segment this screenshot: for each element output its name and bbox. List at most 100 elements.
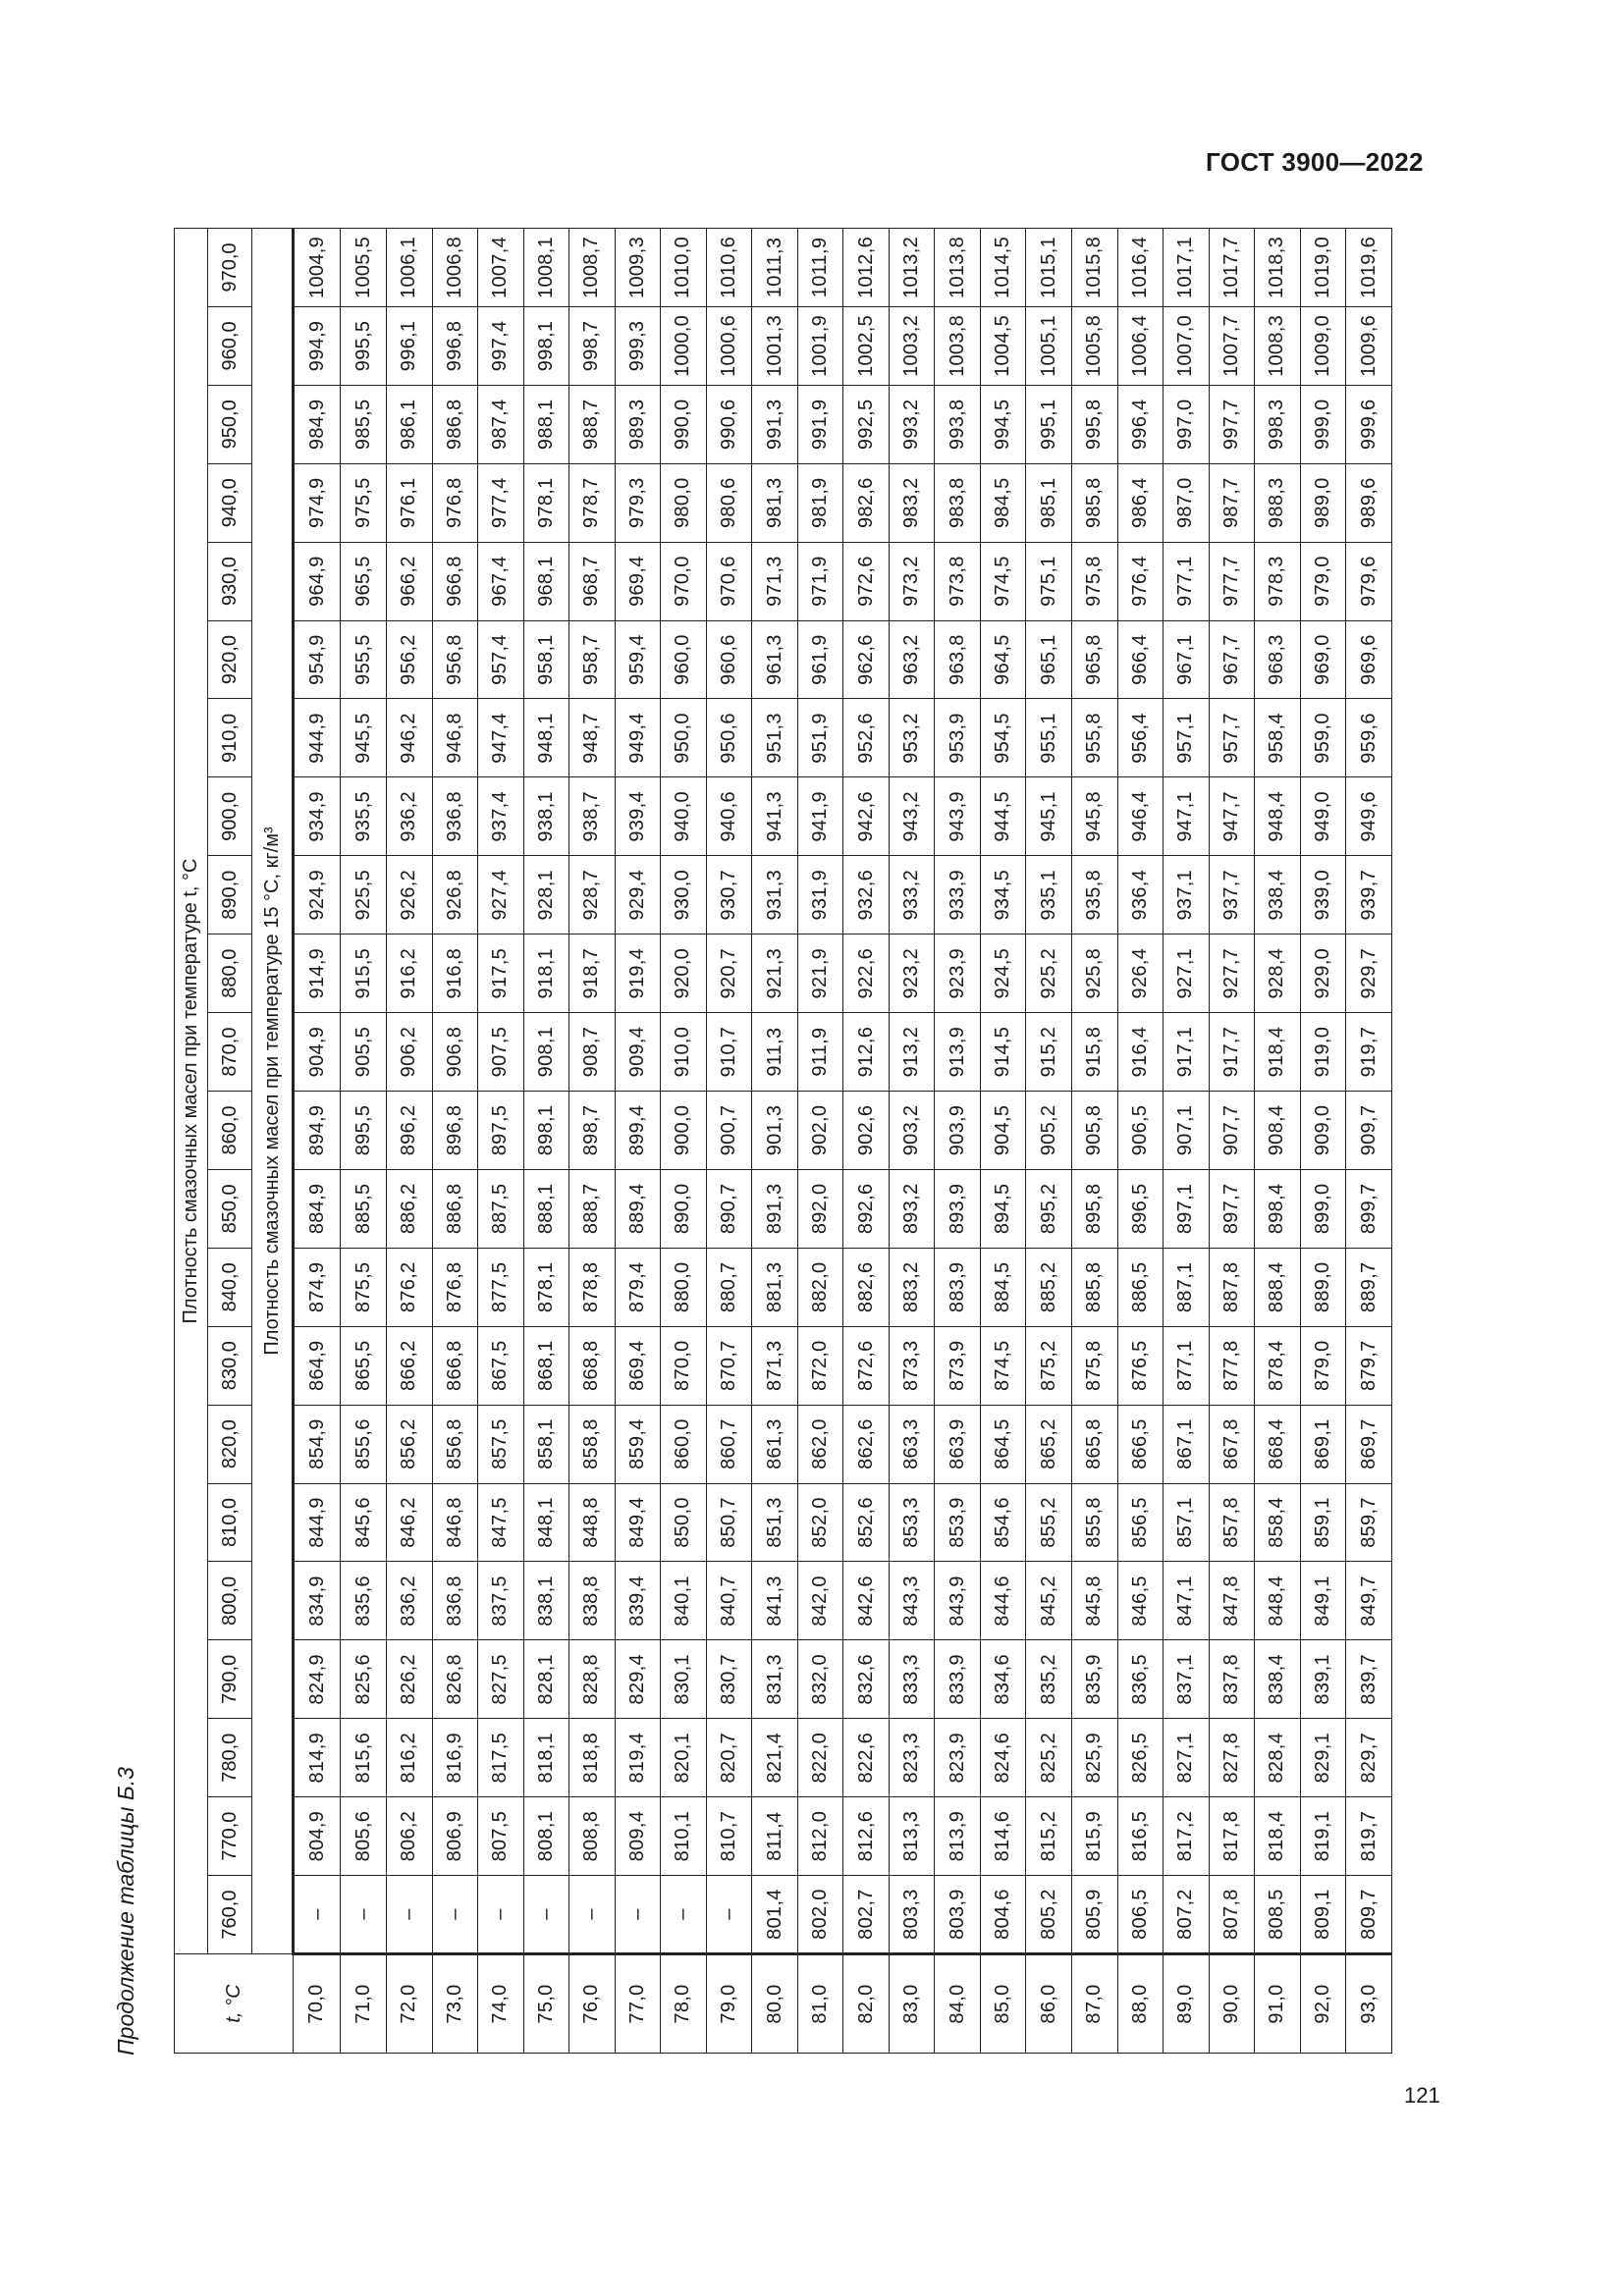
density-cell: 897,1 <box>1163 1169 1210 1249</box>
density-cell: 970,0 <box>660 542 707 621</box>
density-cell: 808,8 <box>568 1796 616 1876</box>
density-cell: 934,5 <box>980 855 1026 934</box>
density-cell: 945,8 <box>1071 776 1117 856</box>
density-cell: 886,8 <box>432 1169 478 1249</box>
density-cell: 984,5 <box>980 463 1026 543</box>
density-cell: 982,6 <box>842 463 890 543</box>
column-header: 760,0 <box>207 1875 252 1954</box>
density-cell: 837,5 <box>477 1561 524 1640</box>
density-cell: 1000,6 <box>706 306 752 386</box>
density-cell: 958,7 <box>568 620 616 699</box>
density-cell: 874,9 <box>293 1248 341 1327</box>
density-cell: 838,1 <box>523 1561 569 1640</box>
density-cell: 895,8 <box>1071 1169 1117 1249</box>
density-cell: 841,3 <box>751 1561 798 1640</box>
density-cell: 866,2 <box>386 1326 433 1406</box>
density-cell: 975,8 <box>1071 542 1117 621</box>
density-cell: 938,1 <box>523 776 569 856</box>
density-cell: 868,8 <box>568 1326 616 1406</box>
density-cell: 1013,2 <box>889 228 935 307</box>
density-cell: 949,0 <box>1300 776 1346 856</box>
density-cell: 866,8 <box>432 1326 478 1406</box>
density-cell: 959,0 <box>1300 699 1346 777</box>
density-cell: 870,0 <box>660 1326 707 1406</box>
density-cell: 905,5 <box>340 1012 387 1092</box>
density-cell: 952,6 <box>842 699 890 777</box>
density-cell: 936,4 <box>1117 855 1164 934</box>
table-row: 93,0 809,7 819,7 829,7 839,7 849,7 859,7 869,7 8… <box>1345 228 1392 2054</box>
density-cell: 908,7 <box>568 1012 616 1092</box>
density-cell: 895,2 <box>1025 1169 1072 1249</box>
density-cell: 997,7 <box>1209 385 1255 464</box>
density-cell: 863,3 <box>889 1405 935 1484</box>
temperature-cell: 84,0 <box>934 1953 981 2054</box>
density-cell: 856,8 <box>432 1405 478 1484</box>
column-header: 790,0 <box>207 1639 252 1719</box>
density-cell: 1005,8 <box>1071 306 1117 386</box>
density-cell: 821,4 <box>751 1718 798 1797</box>
density-cell: 885,2 <box>1025 1248 1072 1327</box>
density-cell: 884,9 <box>293 1169 341 1249</box>
density-cell: 937,1 <box>1163 855 1210 934</box>
density-cell: 856,5 <box>1117 1483 1164 1562</box>
density-cell: 873,9 <box>934 1326 981 1406</box>
density-cell: 1006,4 <box>1117 306 1164 386</box>
density-cell: 810,1 <box>660 1796 707 1876</box>
density-cell: 926,4 <box>1117 934 1164 1013</box>
table-row: 88,0 806,5 816,5 826,5 836,5 846,5 856,5 866,5 8… <box>1117 228 1164 2054</box>
density-cell: 862,6 <box>842 1405 890 1484</box>
density-cell: 897,7 <box>1209 1169 1255 1249</box>
density-cell: 840,1 <box>660 1561 707 1640</box>
density-cell: 966,4 <box>1117 620 1164 699</box>
table-row: 87,0 805,9 815,9 825,9 835,9 845,8 855,8 865,8 8… <box>1071 228 1117 2054</box>
density-cell: 885,8 <box>1071 1248 1117 1327</box>
density-cell: 885,5 <box>340 1169 387 1249</box>
density-cell: 926,2 <box>386 855 433 934</box>
density-cell: 906,2 <box>386 1012 433 1092</box>
density-cell: 863,9 <box>934 1405 981 1484</box>
density-cell: 918,4 <box>1254 1012 1301 1092</box>
density-cell: 997,0 <box>1163 385 1210 464</box>
density-cell: 877,1 <box>1163 1326 1210 1406</box>
density-cell: 883,9 <box>934 1248 981 1327</box>
density-cell: 985,8 <box>1071 463 1117 543</box>
density-cell: 1010,0 <box>660 228 707 307</box>
density-cell: 957,4 <box>477 620 524 699</box>
density-cell: 856,2 <box>386 1405 433 1484</box>
density-cell: 929,7 <box>1345 934 1392 1013</box>
density-cell: 1011,9 <box>797 228 843 307</box>
density-cell: 875,8 <box>1071 1326 1117 1406</box>
density-cell: 990,6 <box>706 385 752 464</box>
density-cell: 927,1 <box>1163 934 1210 1013</box>
density-cell: 947,4 <box>477 699 524 777</box>
density-cell: 914,5 <box>980 1012 1026 1092</box>
density-cell: 1007,4 <box>477 228 524 307</box>
density-cell: 826,8 <box>432 1639 478 1719</box>
density-cell: 966,2 <box>386 542 433 621</box>
density-cell: 915,8 <box>1071 1012 1117 1092</box>
density-cell: 899,7 <box>1345 1169 1392 1249</box>
density-cell: 939,4 <box>615 776 661 856</box>
density-cell: 855,6 <box>340 1405 387 1484</box>
density-cell: 875,2 <box>1025 1326 1072 1406</box>
temperature-cell: 77,0 <box>615 1953 661 2054</box>
density-cell: 896,5 <box>1117 1169 1164 1249</box>
density-cell: 900,0 <box>660 1091 707 1170</box>
density-cell: 950,0 <box>660 699 707 777</box>
density-cell: 872,0 <box>797 1326 843 1406</box>
density-cell: 994,9 <box>293 306 341 386</box>
density-cell: – <box>477 1875 524 1954</box>
density-cell: 828,1 <box>523 1639 569 1719</box>
density-cell: 936,8 <box>432 776 478 856</box>
density-cell: 927,7 <box>1209 934 1255 1013</box>
density-cell: 912,6 <box>842 1012 890 1092</box>
density-cell: 812,6 <box>842 1796 890 1876</box>
density-cell: 898,1 <box>523 1091 569 1170</box>
density-cell: 937,4 <box>477 776 524 856</box>
density-cell: 859,4 <box>615 1405 661 1484</box>
column-header: 970,0 <box>207 228 252 307</box>
density-cell: 971,3 <box>751 542 798 621</box>
density-cell: 816,2 <box>386 1718 433 1797</box>
density-cell: 956,4 <box>1117 699 1164 777</box>
density-cell: 919,7 <box>1345 1012 1392 1092</box>
